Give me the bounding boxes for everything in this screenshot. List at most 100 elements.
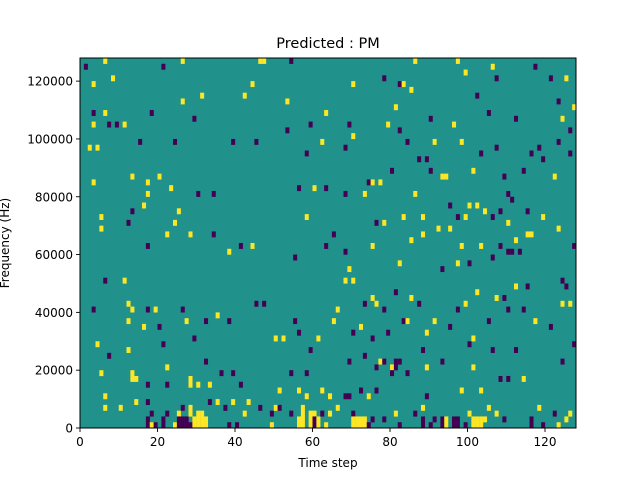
heatmap-cell xyxy=(409,295,414,301)
heatmap-cell xyxy=(386,329,391,336)
heatmap-cell xyxy=(506,190,511,197)
heatmap-cell xyxy=(246,399,251,406)
heatmap-cell xyxy=(494,144,499,151)
heatmap-cell xyxy=(548,75,553,82)
heatmap-cell xyxy=(483,416,488,423)
heatmap-cell xyxy=(103,110,108,116)
heatmap-cell xyxy=(118,404,123,411)
heatmap-cell xyxy=(471,335,476,342)
heatmap-cell xyxy=(188,422,193,429)
heatmap-cell xyxy=(432,416,437,423)
heatmap-cell xyxy=(421,347,426,353)
heatmap-cell xyxy=(297,416,302,429)
heatmap-cell xyxy=(405,318,410,325)
x-tick-label: 80 xyxy=(382,435,397,449)
heatmap-cell xyxy=(285,127,290,134)
heatmap-cell xyxy=(157,173,162,180)
heatmap-cell xyxy=(560,277,565,284)
heatmap-cell xyxy=(331,231,336,238)
heatmap-cell xyxy=(506,375,511,382)
heatmap-cell xyxy=(254,138,259,145)
heatmap-cell xyxy=(324,243,329,249)
heatmap-cell xyxy=(145,416,150,429)
heatmap-cell xyxy=(475,416,480,429)
heatmap-cell xyxy=(343,190,348,197)
heatmap-cell xyxy=(157,323,162,330)
heatmap-cell xyxy=(149,110,154,116)
heatmap-cell xyxy=(355,416,360,429)
heatmap-cell xyxy=(130,370,135,382)
heatmap-cell xyxy=(467,202,472,209)
heatmap-cell xyxy=(300,404,305,417)
heatmap-cell xyxy=(273,335,278,342)
heatmap-cell xyxy=(277,404,282,411)
y-axis-label: Frequency (Hz) xyxy=(0,198,12,289)
heatmap-cell xyxy=(370,416,375,423)
heatmap-cell xyxy=(413,410,418,417)
heatmap-cell xyxy=(149,422,154,429)
heatmap-cell xyxy=(560,358,565,365)
heatmap-cell xyxy=(200,92,205,99)
heatmap-cell xyxy=(297,329,302,336)
heatmap-cell xyxy=(83,63,88,70)
heatmap-cell xyxy=(440,173,445,180)
heatmap-cell xyxy=(254,300,259,307)
heatmap-cell xyxy=(269,422,274,429)
heatmap-cell xyxy=(413,190,418,197)
heatmap-cell xyxy=(405,138,410,145)
heatmap-cell xyxy=(312,410,317,417)
heatmap-cell xyxy=(393,289,398,296)
heatmap-cell xyxy=(130,306,135,313)
heatmap-cell xyxy=(107,121,112,128)
heatmap-cell xyxy=(312,185,317,192)
heatmap-cell xyxy=(262,58,267,64)
heatmap-cell xyxy=(494,75,499,82)
heatmap-cell xyxy=(176,208,181,215)
heatmap-cell xyxy=(537,404,542,411)
heatmap-cell xyxy=(289,370,294,377)
heatmap-cell xyxy=(424,329,429,336)
heatmap-cell xyxy=(347,393,352,400)
heatmap-cell xyxy=(382,416,387,423)
heatmap-cell xyxy=(192,416,197,429)
heatmap-cell xyxy=(242,410,247,417)
heatmap-cell xyxy=(362,416,367,429)
heatmap-cell xyxy=(560,115,565,122)
heatmap-cell xyxy=(180,416,185,429)
heatmap-cell xyxy=(362,300,367,307)
heatmap-cell xyxy=(486,110,491,116)
heatmap-cell xyxy=(347,266,352,273)
heatmap-cell xyxy=(126,347,131,353)
heatmap-cell xyxy=(471,167,476,174)
heatmap-cell xyxy=(506,248,511,255)
heatmap-cell xyxy=(304,214,309,221)
heatmap-cell xyxy=(107,352,112,359)
heatmap-cell xyxy=(188,375,193,388)
heatmap-cell xyxy=(250,243,255,249)
heatmap-cell xyxy=(126,300,131,307)
heatmap-cell xyxy=(285,98,290,105)
heatmap-cell xyxy=(145,381,150,388)
heatmap-cell xyxy=(533,318,538,325)
heatmap-cell xyxy=(347,121,352,128)
x-tick-label: 20 xyxy=(150,435,165,449)
heatmap-cell xyxy=(366,179,371,186)
heatmap-cell xyxy=(374,300,379,307)
heatmap-cell xyxy=(393,358,398,371)
heatmap-cell xyxy=(463,422,468,429)
heatmap-cell xyxy=(289,410,294,417)
heatmap-cell xyxy=(165,410,170,417)
heatmap-cell xyxy=(432,318,437,325)
heatmap-cell xyxy=(541,156,546,163)
heatmap-cell xyxy=(188,404,193,417)
heatmap-cell xyxy=(351,416,356,429)
heatmap-cell xyxy=(196,190,201,197)
heatmap-cell xyxy=(362,190,367,197)
heatmap-cell xyxy=(304,370,309,377)
heatmap-cell xyxy=(304,393,309,400)
y-tick-label: 40000 xyxy=(35,306,73,320)
heatmap-cell xyxy=(192,335,197,342)
heatmap-cell xyxy=(401,318,406,325)
x-tick-label: 60 xyxy=(305,435,320,449)
chart-title: Predicted : PM xyxy=(276,36,379,52)
